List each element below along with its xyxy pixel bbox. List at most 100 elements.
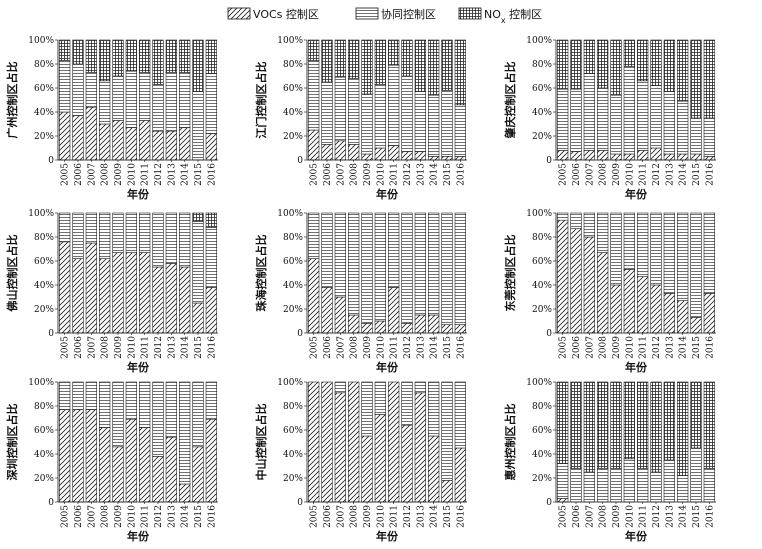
y-tick-label: 80% [283,60,303,70]
bar-segment-co [374,381,386,415]
x-tick-label: 2016 [456,505,466,528]
bar-segment-co [637,468,649,503]
bar-segment-co [72,63,84,116]
bar-segment-co [441,90,453,157]
bar-segment-co [165,72,177,132]
y-tick-label: 20% [283,474,303,484]
panel: 2005 2006 2007 2008 2009 2010 2011 2012 2013 2014… [503,209,716,374]
bar-segment-co [401,75,413,152]
x-tick-label: 2011 [390,163,400,186]
bar-segment-voc [348,381,360,503]
x-tick-label: 2015 [443,336,453,359]
x-tick-label: 2013 [416,336,426,359]
bar-segment-voc [334,140,346,161]
bar-segment-co [637,212,649,277]
bar-segment-voc [192,302,204,334]
bar-segment-co [650,212,662,286]
x-tick-label: 2011 [639,505,649,528]
x-tick-label: 2007 [87,505,97,528]
y-tick-label: 40% [283,108,303,118]
bar-segment-nox [623,381,635,460]
x-tick-label: 2010 [376,505,386,528]
bar-segment-co [125,70,137,128]
y-axis-label: 佛山控制区占比 [5,235,19,313]
x-tick-label: 2005 [310,163,320,186]
bar-segment-nox [663,39,675,92]
x-tick-label: 2014 [181,505,191,528]
x-tick-label: 2006 [572,336,582,359]
y-tick-label: 0 [546,329,552,339]
x-tick-label: 2016 [207,505,217,528]
bar-segment-voc [85,409,97,503]
bar-segment-nox [192,39,204,92]
x-tick-label: 2010 [376,336,386,359]
y-tick-label: 60% [34,426,54,436]
y-tick-label: 100% [277,209,303,219]
bar-segment-co [99,212,111,259]
x-tick-label: 2008 [101,505,111,528]
x-tick-label: 2005 [61,336,71,359]
bar-segment-co [583,471,595,503]
y-tick-label: 40% [34,281,54,291]
y-tick-label: 60% [283,426,303,436]
bar-segment-co [623,66,635,155]
y-axis-label: 江门控制区占比 [254,62,268,139]
bar-segment-voc [72,409,84,503]
bar-segment-voc [85,106,97,161]
y-tick-label: 80% [34,60,54,70]
bar-segment-voc [179,127,191,161]
x-tick-label: 2009 [114,505,124,528]
x-tick-label: 2005 [61,163,71,186]
bar-segment-co [454,381,466,449]
bar-segment-co [321,212,333,288]
bar-segment-nox [139,39,151,73]
bar-segment-co [663,459,675,503]
x-tick-label: 2013 [665,336,675,359]
bar-segment-co [348,212,360,316]
x-tick-label: 2006 [74,336,84,359]
bar-segment-voc [165,263,177,334]
bar-segment-voc [125,252,137,334]
y-tick-label: 20% [283,305,303,315]
x-tick-label: 2008 [350,336,360,359]
bar-segment-voc [637,150,649,161]
x-tick-label: 2014 [679,163,689,186]
bar-segment-voc [59,241,71,334]
bar-segment-voc [454,156,466,161]
bar-segment-voc [152,456,164,503]
bar-segment-nox [85,39,97,73]
bar-segment-voc [623,269,635,334]
bar-segment-co [205,227,217,288]
panel: 2005 2006 2007 2008 2009 2010 2011 2012 2013 2014… [5,378,218,543]
bar-segment-voc [570,151,582,161]
x-tick-label: 2013 [167,336,177,359]
y-tick-label: 60% [34,84,54,94]
bar-segment-nox [637,381,649,469]
bar-segment-co [690,447,702,503]
bar-segment-voc [557,498,569,503]
bar-segment-co [179,72,191,128]
x-tick-label: 2011 [390,505,400,528]
bar-segment-nox [374,39,386,85]
bar-segment-voc [125,127,137,161]
bar-segment-co [192,381,204,448]
x-tick-label: 2007 [87,336,97,359]
y-axis-label: 中山控制区占比 [254,404,268,481]
bar-segment-voc [152,130,164,161]
x-tick-label: 2005 [559,336,569,359]
bar-segment-nox [401,39,413,77]
x-tick-label: 2007 [585,336,595,359]
x-axis-label: 年份 [625,529,648,543]
bar-segment-nox [583,381,595,473]
bar-segment-co [374,84,386,149]
bar-segment-co [59,60,71,113]
bar-segment-co [99,381,111,428]
x-tick-label: 2005 [559,163,569,186]
bar-segment-co [637,80,649,151]
bar-segment-voc [99,427,111,503]
bar-segment-co [112,381,124,448]
x-tick-label: 2008 [350,163,360,186]
x-tick-label: 2016 [705,505,715,528]
legend-label-voc: VOCs 控制区 [253,7,319,21]
